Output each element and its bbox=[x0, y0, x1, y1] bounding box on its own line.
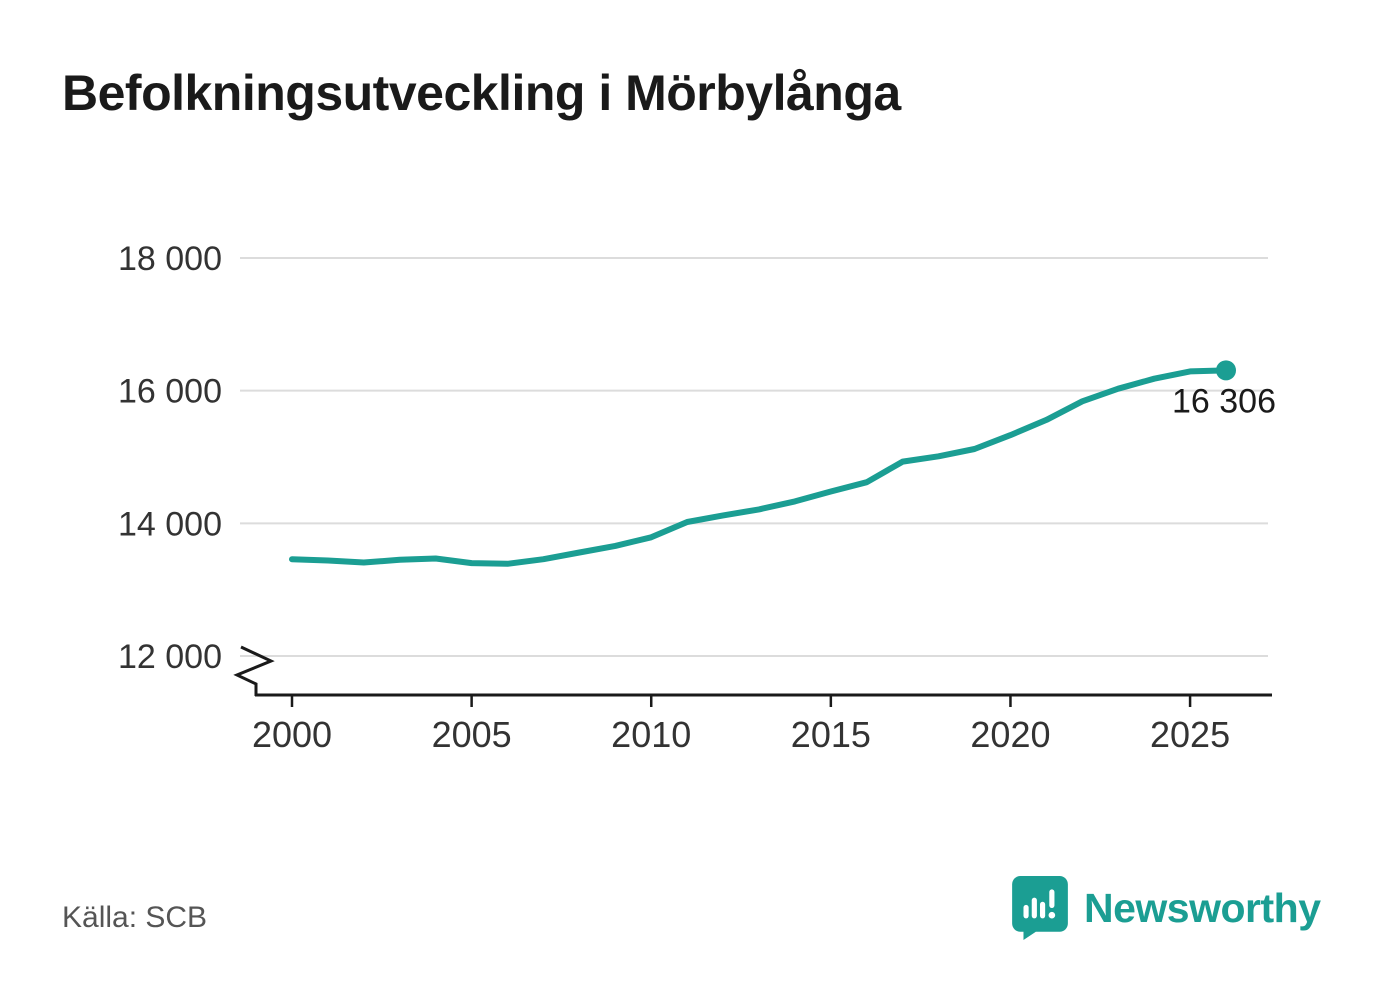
newsworthy-bubble-icon bbox=[1012, 876, 1068, 940]
chart-title: Befolkningsutveckling i Mörbylånga bbox=[62, 65, 901, 121]
exclamation-dot-icon bbox=[1048, 911, 1056, 919]
bar-icon-small bbox=[1023, 904, 1029, 919]
y-axis-label: 12 000 bbox=[118, 638, 222, 676]
y-axis-label: 14 000 bbox=[118, 505, 222, 543]
axis-break-icon bbox=[233, 645, 275, 696]
source-caption: Källa: SCB bbox=[62, 901, 208, 934]
y-axis-label: 18 000 bbox=[118, 240, 222, 278]
end-value-label: 16 306 bbox=[1172, 382, 1276, 420]
x-axis-label: 2015 bbox=[791, 714, 871, 755]
endpoint-marker bbox=[1216, 360, 1236, 381]
newsworthy-logo: Newsworthy bbox=[1012, 876, 1321, 940]
exclamation-stem-icon bbox=[1049, 889, 1055, 908]
population-series-line bbox=[289, 367, 1229, 567]
bar-icon-tall bbox=[1031, 897, 1037, 919]
bar-icon-medium bbox=[1040, 901, 1046, 919]
x-axis-label: 2000 bbox=[252, 714, 332, 755]
x-axis-label: 2005 bbox=[432, 714, 512, 755]
x-axis-label: 2010 bbox=[611, 714, 691, 755]
x-axis-label: 2025 bbox=[1150, 714, 1230, 755]
brand-name: Newsworthy bbox=[1084, 884, 1321, 931]
x-axis-label: 2020 bbox=[970, 714, 1050, 755]
y-axis-label: 16 000 bbox=[118, 373, 222, 411]
